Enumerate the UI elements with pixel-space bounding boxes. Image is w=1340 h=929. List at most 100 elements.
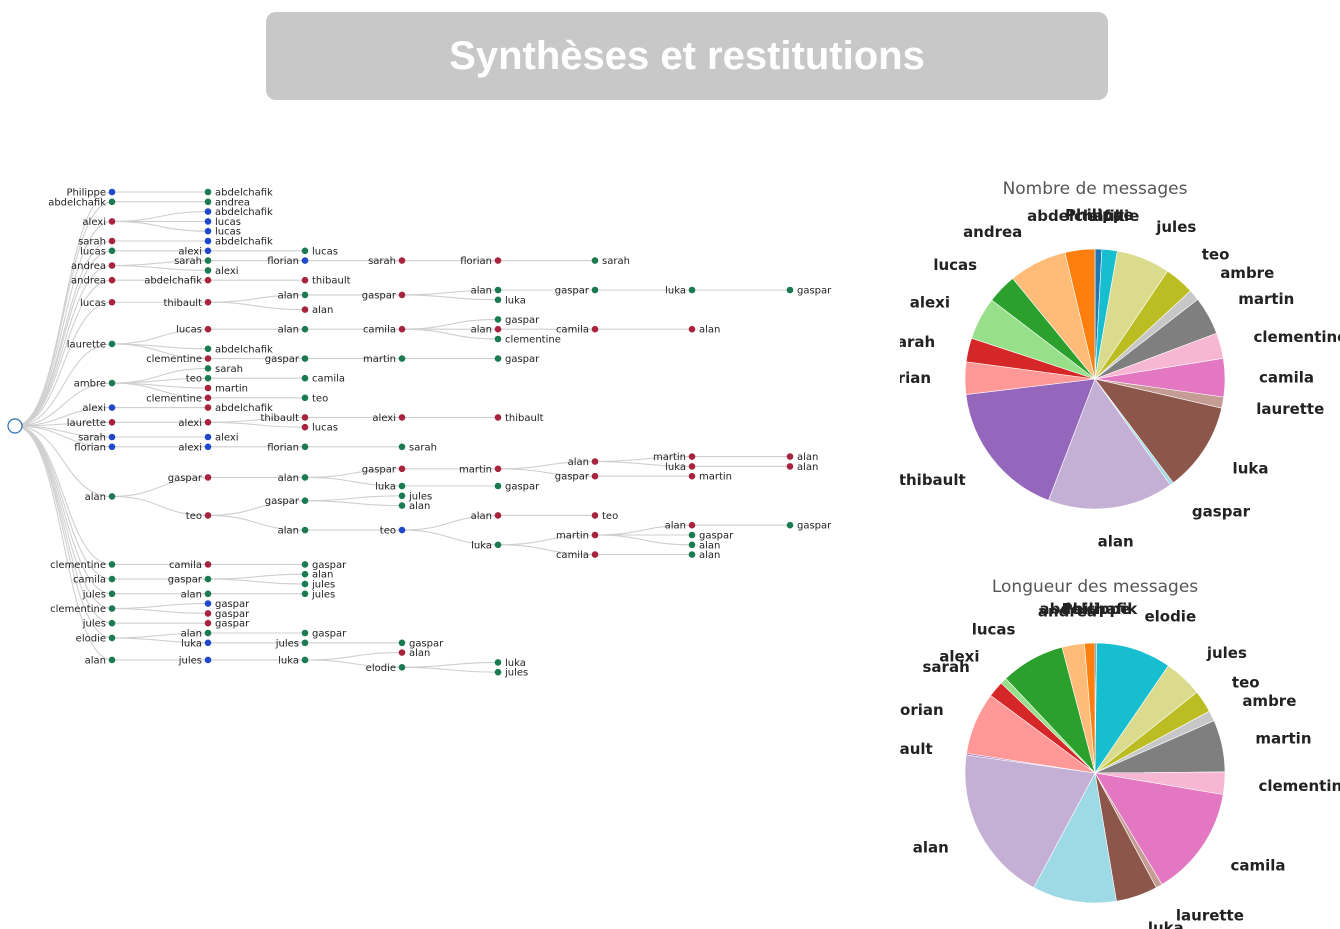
tree-node [494,668,502,676]
title-banner: Synthèses et restitutions [266,12,1108,100]
tree-node [301,629,309,637]
tree-node [301,247,309,255]
tree-edge [497,534,596,546]
tree-node [688,541,696,549]
tree-node-label: abdelchafik [215,188,273,199]
tree-node-label: alexi [178,418,202,429]
pie-label: luka [1233,459,1269,477]
tree-node-label: martin [215,384,248,395]
pie-label: luka [1148,919,1184,929]
tree-node-label: teo [312,393,328,404]
tree-edges [14,191,790,673]
tree-node [108,379,116,387]
tree-node-label: laurette [67,418,106,429]
tree-node-label: sarah [78,433,106,444]
pie-label: martin [1255,730,1311,748]
tree-node [494,286,502,294]
tree-node [204,561,212,568]
tree-node [204,345,212,353]
tree-node [398,482,406,490]
tree-node-label: alan [181,629,202,640]
tree-node-label: alan [568,457,589,468]
tree-node-label: alan [699,325,720,336]
tree-node-label: jules [311,580,335,591]
tree-node [398,257,406,264]
pie-slice [965,378,1096,501]
tree-node [108,634,116,642]
tree-node [688,531,696,539]
tree-node-label: lucas [215,227,241,238]
tree-node-label: abdelchafik [215,207,273,218]
tree-node-label: jules [311,589,335,600]
tree-node-label: teo [380,526,396,537]
tree-node-label: teo [186,374,202,385]
tree-node-label: jules [178,655,202,666]
tree-node [204,237,212,245]
tree-node-label: camila [556,550,589,561]
tree-node-label: sarah [368,256,396,267]
tree-node-label: alan [471,511,492,522]
tree-node-label: martin [459,464,492,475]
tree-node [204,619,212,627]
pie-label: laurette [1256,400,1324,418]
tree-node [591,325,599,333]
pie-label: thibault [900,471,966,489]
tree-edge [111,476,209,497]
tree-node-label: abdelchafik [48,197,106,208]
tree-node [398,355,406,362]
pie-label: jules [1155,218,1196,236]
tree-node-label: gaspar [505,482,540,493]
tree-node-label: camila [556,325,589,336]
tree-node-label: andrea [71,276,106,287]
tree-edge [304,468,403,478]
tree-node [204,298,212,306]
tree-node-label: luka [505,295,526,306]
tree-node [204,404,212,411]
pie-label: elodie [1144,608,1196,626]
tree-node [108,262,116,269]
tree-edge [111,637,209,644]
tree-node-label: gaspar [215,599,250,610]
tree-node [688,551,696,558]
tree-node [786,521,794,529]
tree-node [591,458,599,465]
tree-node [688,453,696,460]
tree-node-label: Philippe [66,188,106,199]
tree-edge [594,534,693,546]
tree-edge [207,514,306,531]
pie-label: abdelchafik [1039,600,1138,618]
tree-edge [111,382,209,399]
tree-node-label: sarah [409,442,437,453]
pie-label: lucas [933,256,977,274]
tree-node-label: gaspar [505,354,540,365]
tree-edge [14,425,113,661]
tree-node-label: jules [408,491,432,502]
tree-node [494,541,502,549]
tree-node-label: gaspar [362,464,397,475]
tree-edge [401,514,499,531]
pie-slice [1084,642,1096,774]
tree-node [494,325,502,333]
tree-node [204,610,212,617]
tree-node-label: alexi [215,433,239,444]
tree-node-label: thibault [260,413,299,424]
tree-node [301,257,309,264]
tree-node [398,649,406,656]
tree-node [204,355,212,362]
pie-label: elodie [1088,207,1140,225]
tree-edge [14,201,113,427]
pie-slice [1048,378,1171,510]
tree-node [204,198,212,206]
tree-node-label: sarah [174,256,202,267]
tree-node-label: andrea [215,197,250,208]
tree-node-label: gaspar [215,619,250,630]
tree-node [494,316,502,323]
tree-node-label: elodie [366,663,396,674]
pie-slice [1033,772,1117,904]
tree-node-label: abdelchafik [215,403,273,414]
tree-node-label: alan [665,521,686,532]
tree-edge [14,343,113,427]
pie-label: lucas [972,621,1016,639]
pie-label: ambre [1220,264,1274,282]
tree-node [204,208,212,215]
